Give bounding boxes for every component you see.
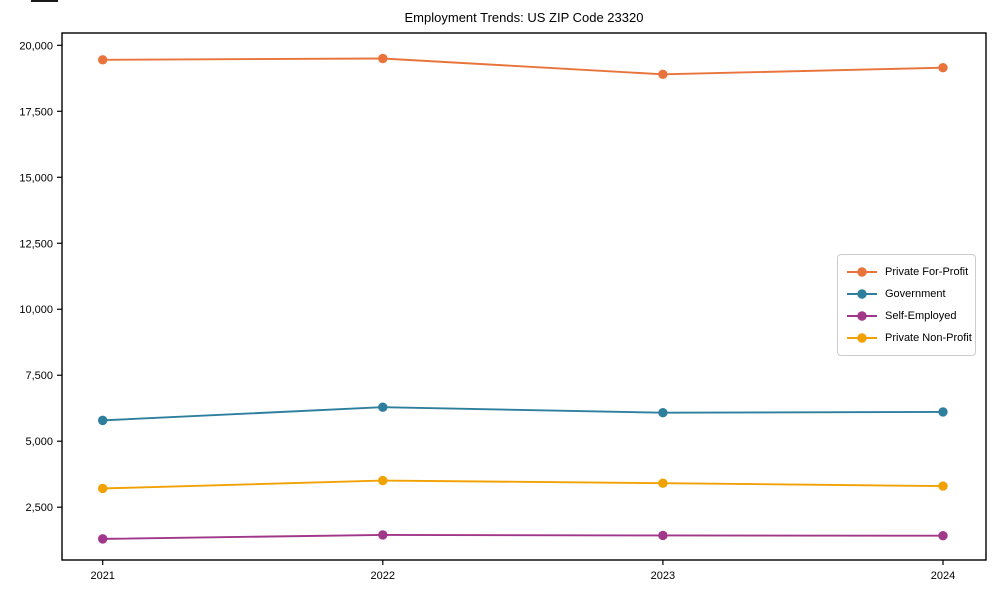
data-point-private-non-profit-2023	[658, 478, 668, 488]
data-point-private-non-profit-2024	[938, 481, 948, 491]
y-axis-tick-label: 12,500	[19, 238, 53, 250]
data-point-self-employed-2022	[378, 530, 388, 540]
data-point-government-2023	[658, 408, 668, 418]
y-axis-tick-label: 15,000	[19, 172, 53, 184]
data-point-private-for-profit-2024	[938, 63, 948, 73]
data-point-government-2021	[98, 415, 108, 426]
data-point-private-for-profit-2021	[98, 55, 108, 65]
data-point-self-employed-2021	[98, 534, 108, 544]
legend-line-marker-swatch	[847, 333, 877, 343]
y-axis-tick-label: 7,500	[25, 370, 53, 382]
legend-label: Government	[885, 288, 946, 300]
y-axis-tick-label: 10,000	[19, 304, 53, 316]
series-line-private-for-profit	[101, 57, 944, 76]
legend-item: Self-Employed	[846, 305, 967, 327]
data-point-self-employed-2023	[658, 530, 668, 541]
legend-line-marker-swatch	[847, 311, 877, 321]
series-line-self-employed	[101, 533, 944, 540]
legend-label: Self-Employed	[885, 310, 957, 322]
legend-item: Private Non-Profit	[846, 327, 972, 349]
data-point-private-non-profit-2021	[98, 483, 108, 494]
x-axis-tick-label: 2022	[371, 570, 395, 582]
series-line-private-non-profit	[101, 479, 944, 490]
data-point-self-employed-2024	[938, 531, 948, 541]
data-point-private-for-profit-2022	[378, 53, 388, 64]
legend-item: Government	[846, 283, 967, 305]
legend-line-marker-swatch	[847, 267, 877, 277]
y-axis-tick-label: 20,000	[19, 40, 53, 52]
screenshot-edge-artifact	[31, 0, 58, 2]
data-point-private-non-profit-2022	[378, 475, 388, 486]
x-axis-tick-label: 2024	[931, 570, 955, 582]
legend: Private For-Profit Government Self-Employe…	[837, 254, 976, 356]
y-axis-tick-label: 2,500	[25, 502, 53, 514]
chart-title: Employment Trends: US ZIP Code 23320	[404, 10, 644, 25]
x-axis-tick-label: 2023	[651, 570, 675, 582]
legend-item: Private For-Profit	[846, 261, 969, 283]
series-line-government	[101, 406, 944, 422]
legend-label: Private For-Profit	[885, 266, 969, 278]
y-axis-tick-label: 17,500	[19, 106, 53, 118]
legend-line-marker-swatch	[847, 289, 877, 299]
axes-frame	[61, 32, 987, 561]
x-axis-tick-label: 2021	[90, 570, 114, 582]
data-point-private-for-profit-2023	[658, 69, 668, 80]
data-point-government-2024	[938, 407, 948, 417]
legend-label: Private Non-Profit	[885, 332, 972, 344]
y-axis-tick-label: 5,000	[25, 436, 53, 448]
data-point-government-2022	[378, 402, 388, 412]
